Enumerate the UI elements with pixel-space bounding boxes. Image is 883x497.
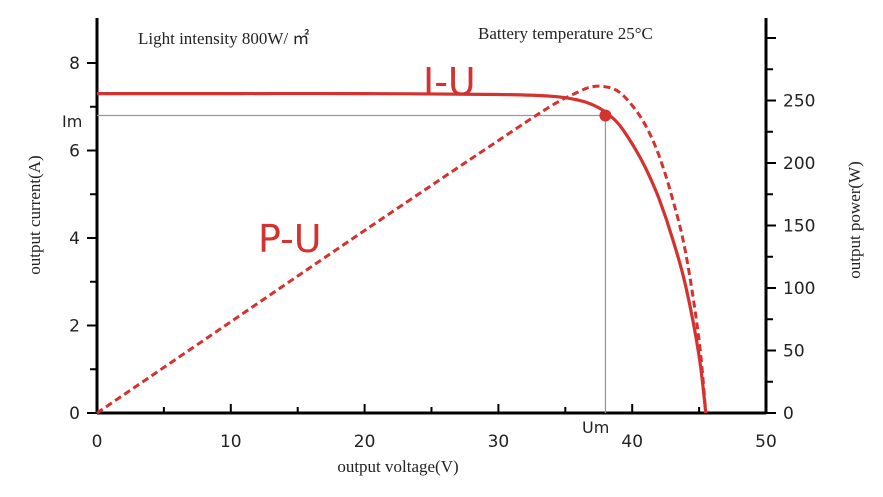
max-power-point-marker — [599, 109, 612, 122]
right-y-tick-label: 100 — [783, 279, 815, 299]
series-label-iu: I-U — [423, 60, 476, 104]
x-tick-label: 30 — [488, 432, 510, 452]
right-y-tick-label: 150 — [783, 217, 815, 237]
light-intensity-label: Light intensity 800W/ ㎡ — [138, 29, 309, 48]
series-line-iu — [97, 91, 708, 414]
im-label: Im — [62, 112, 82, 131]
left-y-tick-label: 6 — [69, 142, 80, 162]
left-y-axis-title: output current(A) — [25, 155, 44, 274]
series-line-pu — [96, 84, 708, 415]
um-label: Um — [582, 418, 609, 437]
battery-temperature-label: Battery temperature 25°C — [478, 24, 653, 43]
right-y-tick-label: 250 — [783, 92, 815, 112]
x-tick-label: 10 — [220, 432, 242, 452]
left-y-tick-label: 2 — [69, 317, 80, 337]
x-axis-title: output voltage(V) — [337, 457, 458, 476]
right-y-axis-title: output power(W) — [845, 161, 864, 279]
left-y-tick-label: 4 — [69, 229, 80, 249]
x-tick-label: 40 — [621, 432, 643, 452]
series-label-pu: P-U — [258, 217, 322, 261]
x-tick-label: 50 — [755, 432, 777, 452]
left-y-tick-label: 8 — [69, 54, 80, 74]
right-y-tick-label: 200 — [783, 154, 815, 174]
x-tick-label: 0 — [92, 432, 103, 452]
axis-tick-labels: 0 10 20 30 40 50 0 2 4 6 8 0 50 100 150 200 250 — [69, 54, 815, 452]
axis-ticks — [87, 37, 776, 414]
right-y-tick-label: 50 — [783, 342, 805, 362]
left-y-tick-label: 0 — [69, 404, 80, 424]
x-tick-label: 20 — [354, 432, 376, 452]
right-y-tick-label: 0 — [783, 404, 794, 424]
